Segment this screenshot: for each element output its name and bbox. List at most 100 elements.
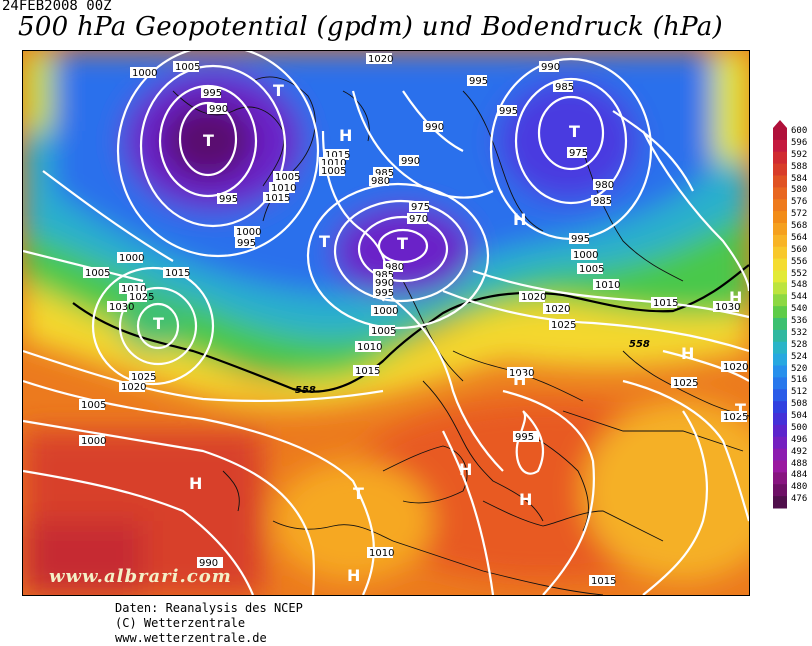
isobar-label: 1015 — [651, 297, 678, 309]
isobar-label: 970 — [407, 213, 428, 225]
svg-text:990: 990 — [209, 104, 228, 115]
colorbar-segment — [773, 294, 787, 307]
isobar-label: 990 — [423, 121, 444, 133]
low-marker: T — [273, 81, 284, 100]
colorbar-segment — [773, 223, 787, 236]
footer-website-link[interactable]: www.wetterzentrale.de — [115, 631, 267, 645]
low-marker: T — [735, 400, 746, 419]
isobar-label: 985 — [553, 81, 574, 93]
isobar-label: 1015 — [353, 365, 380, 377]
svg-text:1010: 1010 — [595, 280, 620, 291]
svg-text:980: 980 — [371, 176, 390, 187]
colorbar-tick-label: 484 — [791, 470, 808, 481]
colorbar-tick-label: 576 — [791, 197, 808, 208]
svg-text:1020: 1020 — [723, 362, 748, 373]
colorbar-tick-label: 580 — [791, 185, 808, 196]
svg-text:980: 980 — [595, 180, 614, 191]
high-marker: H — [519, 490, 532, 509]
svg-text:1005: 1005 — [321, 166, 346, 177]
isobar-label: 1020 — [721, 361, 748, 373]
colorbar-segment — [773, 413, 787, 426]
isobar-label: 990 — [373, 277, 394, 289]
isobar-label: 1005 — [83, 267, 110, 279]
svg-text:985: 985 — [375, 168, 394, 179]
colorbar-tick-label: 536 — [791, 316, 808, 326]
isobar-label: 980 — [593, 179, 614, 191]
isobar-label: 1030 — [507, 367, 534, 379]
colorbar-tick-label: 560 — [791, 244, 808, 255]
isobar-label: 1000 — [79, 435, 106, 447]
colorbar-tick-label: 480 — [791, 482, 808, 493]
svg-text:1025: 1025 — [673, 378, 698, 389]
isobar-label: 1015 — [263, 192, 290, 204]
svg-text:995: 995 — [571, 234, 590, 245]
weather-map[interactable]: 558 558 — [22, 50, 750, 596]
colorbar-segment — [773, 163, 787, 176]
colorbar-tick-label: 496 — [791, 434, 808, 445]
low-marker: T — [153, 314, 164, 333]
svg-text:1015: 1015 — [355, 366, 380, 377]
svg-text:1000: 1000 — [132, 68, 157, 79]
svg-text:1020: 1020 — [368, 54, 393, 65]
svg-text:1005: 1005 — [81, 400, 106, 411]
colorbar-tick-label: 592 — [791, 149, 808, 160]
svg-text:1000: 1000 — [373, 306, 398, 317]
isobar-label: 1010 — [119, 283, 146, 295]
colorbar-segment — [773, 341, 787, 355]
isobar-label: 985 — [591, 195, 612, 207]
colorbar-tick-label: 512 — [791, 387, 808, 398]
svg-text:995: 995 — [469, 76, 488, 87]
isobar-label: 995 — [373, 287, 394, 299]
svg-text:1005: 1005 — [85, 268, 110, 279]
isobar-label: 985 — [373, 167, 394, 179]
isobar-label: 1025 — [721, 411, 748, 423]
colorbar-tick-label: 488 — [791, 458, 808, 469]
svg-text:1015: 1015 — [165, 268, 190, 279]
colorbar-tick-label: 516 — [791, 375, 808, 386]
colorbar-segment — [773, 128, 787, 141]
colorbar-tick-label: 600 — [791, 126, 808, 136]
isobar-label: 985 — [373, 269, 394, 281]
isobar-label: 1005 — [79, 399, 106, 411]
isobar-label: 1020 — [366, 53, 393, 65]
isobar-label: 990 — [207, 103, 228, 115]
svg-text:1020: 1020 — [121, 382, 146, 393]
colorbar-tick-label: 544 — [791, 292, 808, 303]
low-marker: T — [397, 234, 408, 253]
colorbar-segment — [773, 139, 787, 153]
svg-text:1005: 1005 — [371, 326, 396, 337]
svg-text:990: 990 — [425, 122, 444, 133]
colorbar-tick-label: 500 — [791, 422, 808, 433]
svg-text:1030: 1030 — [715, 302, 740, 313]
svg-text:990: 990 — [401, 156, 420, 167]
isobar-label: 995 — [235, 237, 256, 249]
contour-558 — [72, 264, 749, 393]
isobar-label: 1030 — [107, 301, 134, 313]
watermark: www.albrari.com — [49, 566, 232, 587]
isobar-label: 1005 — [319, 165, 346, 177]
svg-text:995: 995 — [237, 238, 256, 249]
geopotential-field — [23, 51, 749, 595]
colorbar-segment — [773, 282, 787, 295]
low-marker: T — [353, 484, 364, 503]
svg-text:985: 985 — [593, 196, 612, 207]
svg-text:1025: 1025 — [723, 412, 748, 423]
svg-text:995: 995 — [515, 432, 534, 443]
colorbar-segment — [773, 353, 787, 366]
svg-text:1000: 1000 — [573, 250, 598, 261]
isobar-label: 1025 — [671, 377, 698, 389]
colorbar-tick-label: 504 — [791, 411, 808, 421]
isobar-label: 990 — [197, 557, 223, 569]
colorbar-segment — [773, 460, 787, 473]
isobar-label: 995 — [497, 105, 518, 117]
svg-text:1010: 1010 — [357, 342, 382, 353]
svg-text:1010: 1010 — [121, 284, 146, 295]
colorbar-segment — [773, 424, 787, 438]
high-marker: H — [513, 370, 526, 389]
colorbar-segment — [773, 329, 787, 343]
colorbar-segment — [773, 258, 787, 271]
isobar-label: 1005 — [173, 61, 200, 73]
isobar-label: 1010 — [593, 279, 620, 291]
contour-558-label-2: 558 — [629, 339, 650, 350]
isobar-label: 1025 — [549, 319, 576, 331]
